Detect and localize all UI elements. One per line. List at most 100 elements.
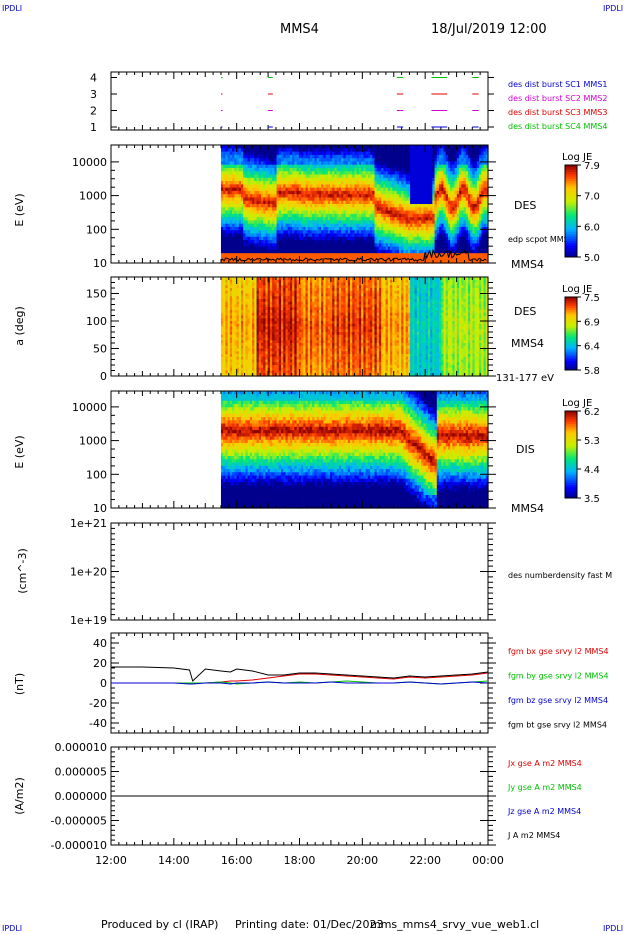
des-energy-panel-cell	[472, 145, 476, 149]
des-energy-panel-cell	[240, 236, 244, 241]
burst-panel-ytick-label: 4	[90, 72, 97, 85]
des-energy-panel-cell	[465, 253, 469, 258]
des-energy-panel-cell	[430, 145, 433, 149]
des-energy-panel-cell	[245, 174, 249, 179]
des-energy-panel-cell	[238, 197, 242, 202]
des-energy-panel-cell	[252, 226, 255, 231]
des-energy-panel-cell	[296, 161, 300, 166]
des-energy-panel-cell	[439, 148, 442, 153]
des-energy-panel-cell	[321, 220, 324, 225]
des-energy-panel-cell	[345, 213, 349, 218]
des-energy-panel-cell	[343, 148, 347, 153]
des-energy-panel-cell	[394, 171, 398, 176]
des-energy-panel-cell	[345, 236, 349, 241]
des-energy-panel-cell	[447, 249, 451, 254]
des-energy-panel-cell	[236, 207, 240, 212]
des-energy-panel-cell	[338, 207, 342, 212]
des-energy-panel-cell	[350, 187, 353, 192]
des-energy-panel-cell	[394, 194, 398, 199]
des-energy-panel-bottom-label: MMS4	[511, 258, 544, 271]
des-energy-panel-cell	[272, 240, 275, 244]
des-energy-panel-cell	[236, 226, 240, 231]
des-energy-panel-cell	[367, 259, 371, 264]
des-energy-panel-cell	[454, 246, 458, 251]
des-energy-panel-cell	[365, 240, 369, 244]
des-energy-panel-cell	[376, 171, 380, 176]
des-energy-panel-cell	[229, 167, 233, 172]
burst-panel-ytick-label: 1	[90, 121, 97, 134]
des-energy-panel-cell	[403, 213, 407, 218]
des-energy-panel-cell	[245, 194, 249, 199]
des-energy-panel-cell	[381, 190, 385, 195]
des-energy-panel-cell	[467, 240, 471, 244]
des-energy-panel-cell	[430, 240, 433, 244]
des-energy-panel-cell	[367, 184, 371, 189]
des-energy-panel-cell	[323, 171, 327, 176]
des-energy-panel-cell	[450, 184, 453, 189]
des-energy-panel-cell	[296, 145, 300, 149]
des-energy-panel-cell	[227, 167, 231, 172]
des-energy-panel-cell	[419, 184, 422, 189]
des-energy-panel-cell	[330, 190, 333, 195]
des-energy-panel-cell	[352, 217, 356, 221]
des-energy-panel-cell	[452, 213, 456, 218]
des-energy-panel-cell	[434, 230, 438, 235]
des-energy-panel-cell	[445, 233, 449, 238]
des-energy-panel-cell	[267, 187, 271, 192]
des-energy-panel-cell	[443, 148, 447, 153]
des-energy-panel-cell	[265, 220, 269, 225]
des-energy-panel-cell	[309, 190, 313, 195]
des-energy-panel-cell	[423, 230, 427, 235]
des-energy-panel-cell	[396, 246, 400, 251]
des-energy-panel-cell	[254, 253, 258, 258]
des-energy-panel-cell	[378, 243, 382, 248]
des-energy-panel-cell	[274, 154, 278, 159]
des-energy-panel-cell	[232, 151, 235, 156]
des-energy-panel-cell	[434, 174, 438, 179]
des-energy-panel-cell	[298, 213, 302, 218]
des-energy-panel-cell	[314, 158, 318, 162]
des-energy-panel-cell	[261, 249, 264, 254]
des-energy-panel-cell	[249, 184, 253, 189]
des-energy-panel-cell	[405, 184, 409, 189]
des-energy-panel-cell	[232, 184, 235, 189]
des-energy-panel-cell	[229, 204, 233, 208]
des-energy-panel-cell	[407, 171, 411, 176]
des-energy-panel-cell	[318, 164, 322, 169]
des-energy-panel-cell	[410, 200, 413, 205]
des-energy-panel-cell	[432, 158, 436, 162]
des-energy-panel-cell	[281, 233, 284, 238]
des-energy-panel-cell	[343, 200, 347, 205]
des-energy-panel-cell	[392, 187, 396, 192]
des-energy-panel-cell	[232, 181, 235, 185]
des-energy-panel-cell	[289, 161, 293, 166]
des-energy-panel-cell	[432, 200, 436, 205]
des-energy-panel-cell	[238, 223, 242, 228]
des-energy-panel-cell	[347, 220, 351, 225]
des-energy-panel-cell	[407, 197, 411, 202]
des-energy-panel-cell	[365, 187, 369, 192]
des-energy-panel-cell	[358, 240, 362, 244]
des-energy-panel-cell	[361, 217, 364, 221]
des-energy-panel-cell	[287, 184, 291, 189]
des-energy-panel-cell	[378, 164, 382, 169]
des-energy-panel-cell	[365, 259, 369, 264]
des-energy-panel-cell	[447, 148, 451, 153]
des-energy-panel-cell	[421, 246, 425, 251]
des-energy-panel-cell	[361, 246, 364, 251]
des-energy-panel-cell	[350, 204, 353, 208]
des-energy-panel-cell	[330, 243, 333, 248]
des-energy-panel-cell	[470, 161, 474, 166]
des-energy-panel-cell	[403, 154, 407, 159]
des-energy-panel-cell	[281, 161, 284, 166]
des-energy-panel-cell	[401, 190, 405, 195]
des-energy-panel-cell	[398, 174, 402, 179]
des-energy-panel-cell	[261, 200, 264, 205]
des-energy-panel-cell	[325, 194, 329, 199]
des-energy-panel-cell	[452, 158, 456, 162]
des-energy-panel-cell	[472, 194, 476, 199]
des-energy-panel-cell	[341, 148, 344, 153]
des-energy-panel-cell	[378, 223, 382, 228]
des-energy-panel-cell	[261, 154, 264, 159]
des-energy-panel-cell	[236, 236, 240, 241]
